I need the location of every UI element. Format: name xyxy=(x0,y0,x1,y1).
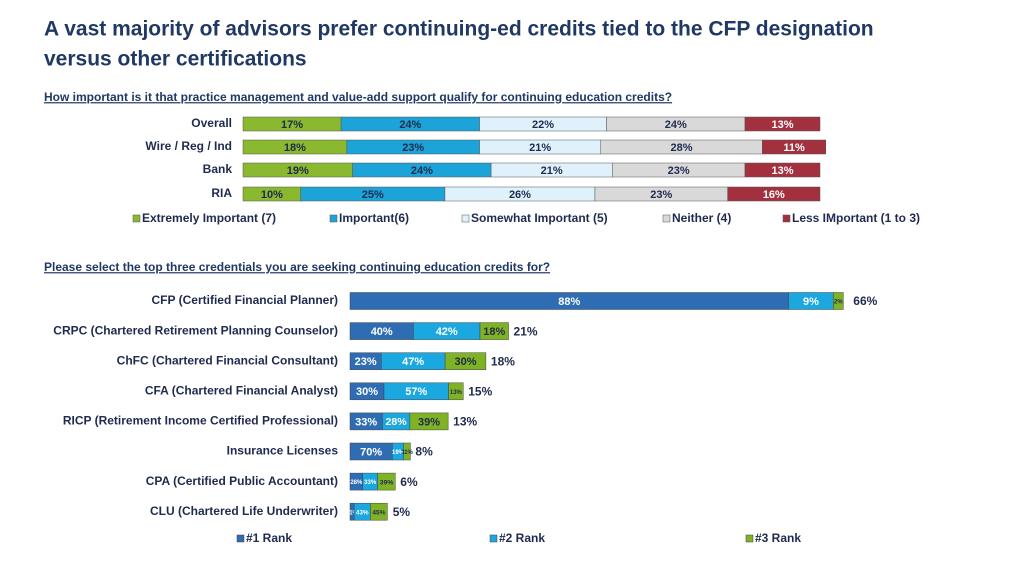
value-label: 39% xyxy=(418,416,440,428)
total-label: 18% xyxy=(491,354,515,368)
bar-segment xyxy=(403,442,411,461)
category-label: Wire / Reg / Ind xyxy=(145,139,232,153)
legend-marker xyxy=(745,534,754,543)
value-label: 24% xyxy=(665,119,687,131)
value-label: 2% xyxy=(834,300,843,306)
value-label: 24% xyxy=(411,165,433,177)
chart-title: Please select the top three credentials … xyxy=(44,260,550,274)
chart-title: How important is it that practice manage… xyxy=(44,90,672,104)
category-label: CFP (Certified Financial Planner) xyxy=(152,293,338,307)
category-label: Overall xyxy=(191,116,232,130)
bar-segment xyxy=(762,139,827,155)
value-label: 13% xyxy=(450,390,463,396)
bar-segment xyxy=(744,116,821,132)
value-label: 57% xyxy=(405,386,427,398)
value-label: 28% xyxy=(386,416,408,428)
value-label: 19% xyxy=(392,450,405,456)
value-label: 23% xyxy=(402,142,424,154)
category-label: ChFC (Chartered Financial Consultant) xyxy=(117,353,338,367)
value-label: 25% xyxy=(362,189,384,201)
value-label: 21% xyxy=(541,165,563,177)
value-label: 28% xyxy=(671,142,693,154)
legend-label: Somewhat Important (5) xyxy=(471,211,608,225)
value-label: 10% xyxy=(261,189,283,201)
total-label: 15% xyxy=(468,384,492,398)
legend-marker xyxy=(662,214,671,223)
value-label: 11% xyxy=(783,142,805,154)
value-label: 23% xyxy=(668,165,690,177)
value-label: 30% xyxy=(356,386,378,398)
total-label: 21% xyxy=(514,324,538,338)
value-label: 17% xyxy=(281,119,303,131)
category-label: RICP (Retirement Income Certified Profes… xyxy=(63,414,338,428)
legend-marker xyxy=(236,534,245,543)
category-label: RIA xyxy=(211,186,232,200)
legend-marker xyxy=(782,214,791,223)
value-label: 9% xyxy=(803,296,819,308)
value-label: 42% xyxy=(436,326,458,338)
category-label: Insurance Licenses xyxy=(227,444,339,458)
total-label: 8% xyxy=(415,445,433,459)
value-label: 43% xyxy=(356,509,369,516)
value-label: 26% xyxy=(509,189,531,201)
legend-label: Less IMportant (1 to 3) xyxy=(792,211,920,225)
value-label: 23% xyxy=(355,356,377,368)
value-label: 11% xyxy=(346,510,358,516)
category-label: Bank xyxy=(203,162,233,176)
value-label: 28% xyxy=(350,480,363,486)
bar-segment xyxy=(479,322,509,340)
value-label: 40% xyxy=(371,326,393,338)
slide-title: versus other certifications xyxy=(44,48,307,71)
slide-title: A vast majority of advisors prefer conti… xyxy=(44,18,874,41)
value-label: 33% xyxy=(355,416,377,428)
value-label: 18% xyxy=(483,326,505,338)
total-label: 66% xyxy=(853,294,877,308)
bar-segment xyxy=(370,502,388,521)
value-label: 19% xyxy=(287,165,309,177)
value-label: 45% xyxy=(372,509,385,516)
legend-marker xyxy=(329,214,338,223)
legend-marker xyxy=(489,534,498,543)
value-label: 16% xyxy=(763,189,785,201)
total-label: 13% xyxy=(453,415,477,429)
legend-label: #2 Rank xyxy=(499,531,545,545)
bar-segment xyxy=(833,292,844,310)
total-label: 5% xyxy=(393,505,411,519)
legend-label: Neither (4) xyxy=(672,211,731,225)
legend-label: #1 Rank xyxy=(246,531,292,545)
bar-segment xyxy=(409,412,449,431)
value-label: 13% xyxy=(771,165,793,177)
bar-segment xyxy=(744,162,821,178)
value-label: 11% xyxy=(401,450,413,456)
value-label: 21% xyxy=(529,142,551,154)
legend-label: Important(6) xyxy=(339,211,409,225)
value-label: 88% xyxy=(558,296,580,308)
value-label: 33% xyxy=(364,480,377,486)
value-label: 24% xyxy=(399,119,421,131)
bar-segment xyxy=(448,382,464,401)
value-label: 22% xyxy=(532,119,554,131)
bar-segment xyxy=(444,352,487,370)
value-label: 18% xyxy=(284,142,306,154)
category-label: CLU (Chartered Life Underwriter) xyxy=(150,504,338,518)
legend-marker xyxy=(461,214,470,223)
legend-label: Extremely Important (7) xyxy=(142,211,276,225)
legend-label: #3 Rank xyxy=(755,531,801,545)
value-label: 70% xyxy=(360,446,382,458)
value-label: 23% xyxy=(650,189,672,201)
value-label: 13% xyxy=(771,119,793,131)
value-label: 47% xyxy=(402,356,424,368)
category-label: CRPC (Chartered Retirement Planning Coun… xyxy=(53,323,338,337)
bar-segment xyxy=(727,186,821,202)
total-label: 6% xyxy=(400,475,418,489)
legend-marker xyxy=(132,214,141,223)
value-label: 39% xyxy=(380,479,394,486)
value-label: 30% xyxy=(454,356,476,368)
bar-segment xyxy=(377,472,396,491)
category-label: CPA (Certified Public Accountant) xyxy=(146,474,338,488)
category-label: CFA (Chartered Financial Analyst) xyxy=(145,383,338,397)
